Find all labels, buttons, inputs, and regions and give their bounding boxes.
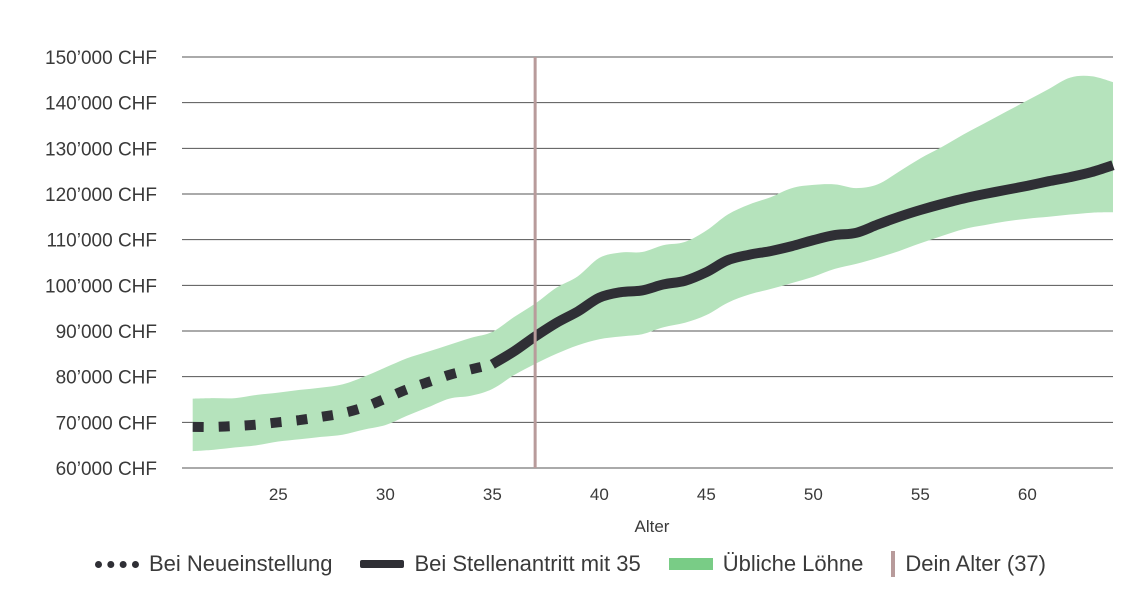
y-axis-labels: 60’000 CHF 70’000 CHF 80’000 CHF 90’000 CHF… (45, 48, 157, 480)
y-tick-label: 100’000 CHF (45, 276, 157, 297)
legend: Bei Neueinstellung Bei Stellenantritt mi… (0, 546, 1141, 582)
legend-label-start-35: Bei Stellenantritt mit 35 (414, 551, 641, 576)
y-tick-label: 110’000 CHF (46, 231, 157, 252)
x-tick-label: 30 (376, 485, 395, 504)
legend-swatch-dotted (95, 560, 139, 568)
x-axis-title: Alter (635, 517, 670, 536)
legend-label-new-hire: Bei Neueinstellung (149, 551, 333, 576)
y-tick-label: 70’000 CHF (56, 413, 157, 434)
x-tick-label: 50 (804, 485, 823, 504)
x-tick-label: 40 (590, 485, 609, 504)
y-tick-label: 130’000 CHF (45, 139, 157, 160)
y-tick-label: 90’000 CHF (56, 322, 157, 343)
legend-swatch-band (668, 558, 713, 570)
legend-item-your-age: Dein Alter (37) (891, 551, 1046, 577)
typical-wage-band (192, 75, 1113, 452)
legend-item-typical-wages: Übliche Löhne (668, 551, 864, 577)
salary-chart: 60’000 CHF 70’000 CHF 80’000 CHF 90’000 CHF… (45, 48, 1115, 536)
legend-label-typical-wages: Übliche Löhne (722, 551, 864, 576)
start-at-35-line (489, 160, 1115, 369)
y-tick-label: 80’000 CHF (56, 368, 157, 389)
legend-item-new-hire: Bei Neueinstellung (95, 551, 332, 577)
x-tick-label: 45 (697, 485, 716, 504)
y-tick-label: 60’000 CHF (56, 459, 157, 480)
legend-swatch-solid (360, 560, 405, 568)
lines-layer (192, 160, 1115, 432)
x-tick-label: 35 (483, 485, 502, 504)
x-axis-labels: 25 30 35 40 45 50 55 60 (269, 485, 1037, 504)
x-tick-label: 25 (269, 485, 288, 504)
legend-item-start-35: Bei Stellenantritt mit 35 (360, 551, 641, 577)
x-tick-label: 60 (1018, 485, 1037, 504)
x-tick-label: 55 (911, 485, 930, 504)
legend-swatch-marker (891, 551, 896, 577)
y-tick-label: 150’000 CHF (45, 48, 157, 69)
band-layer (192, 75, 1113, 452)
y-tick-label: 120’000 CHF (45, 185, 157, 206)
y-tick-label: 140’000 CHF (45, 94, 157, 115)
legend-label-your-age: Dein Alter (37) (905, 551, 1046, 576)
